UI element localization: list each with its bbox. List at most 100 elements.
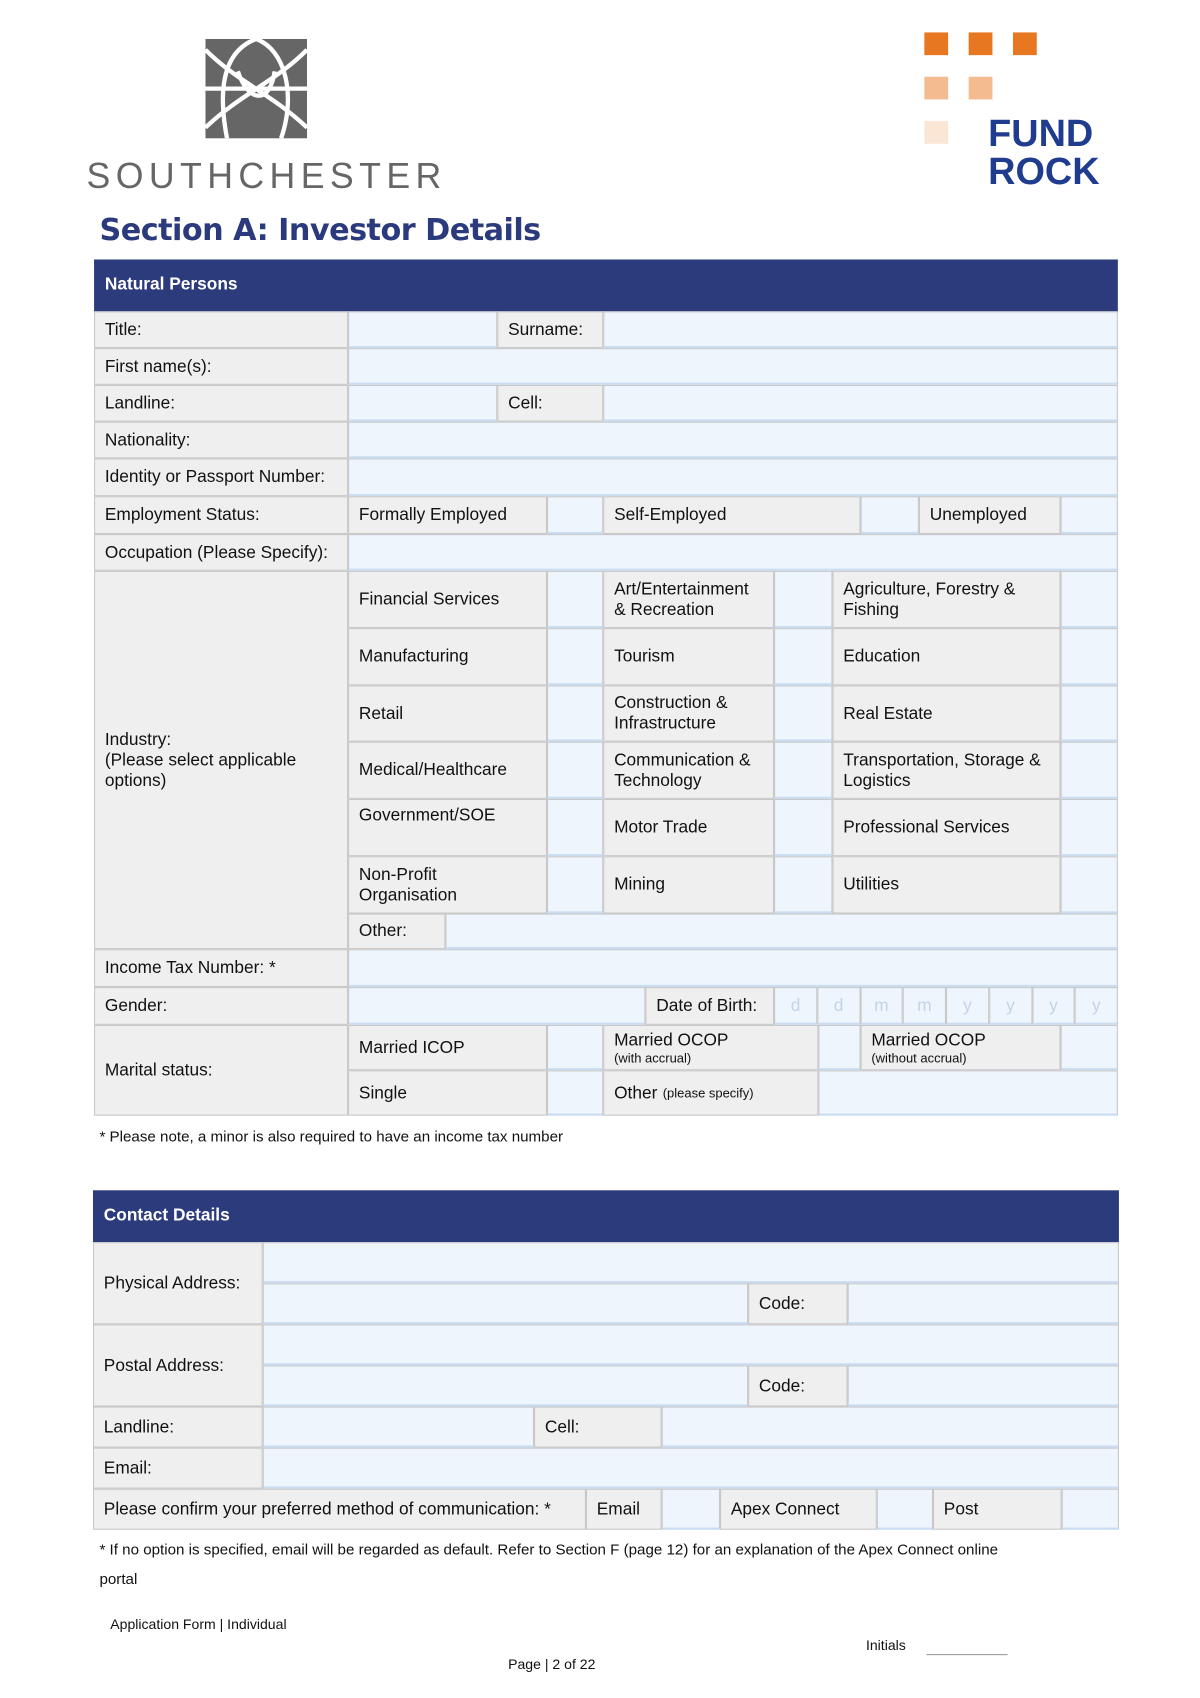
employment-checkbox[interactable] (860, 496, 919, 535)
industry-checkbox[interactable] (774, 798, 833, 857)
industry-checkbox[interactable] (547, 570, 604, 629)
employment-checkbox[interactable] (1060, 496, 1118, 535)
dob-digit-text: d (833, 996, 844, 1015)
married-ocop-with-checkbox[interactable] (818, 1024, 861, 1071)
employment-label: Employment Status: (94, 496, 349, 535)
id-field[interactable] (348, 458, 1118, 497)
contact-landline-field[interactable] (262, 1406, 535, 1448)
gender-field[interactable] (348, 987, 646, 1025)
industry-option-label-text: Utilities (843, 875, 900, 895)
industry-other-label-text: Other: (358, 922, 408, 941)
occupation-label: Occupation (Please Specify): (94, 534, 349, 571)
postal-address-line1[interactable] (262, 1324, 1119, 1366)
contact-details-header-text: Contact Details (103, 1206, 230, 1225)
cell-field[interactable] (603, 384, 1118, 422)
physical-address-line2[interactable] (262, 1283, 749, 1325)
industry-checkbox[interactable] (547, 628, 604, 686)
industry-option-label-text: Communication & Technology (614, 750, 751, 790)
postal-code-field[interactable] (847, 1365, 1119, 1407)
industry-option-label: Government/SOE (348, 798, 548, 857)
industry-option-label-text: Real Estate (843, 704, 933, 723)
fundrock-square (924, 32, 949, 56)
landline-field[interactable] (348, 384, 498, 422)
industry-checkbox[interactable] (1060, 685, 1118, 742)
title-field[interactable] (348, 311, 498, 349)
dob-digit-text: y (1092, 996, 1101, 1015)
industry-checkbox[interactable] (774, 628, 833, 686)
fundrock-square (968, 32, 993, 56)
marital-other-field[interactable] (818, 1070, 1118, 1116)
contact-cell-label: Cell: (534, 1406, 662, 1448)
first-names-field[interactable] (348, 348, 1118, 385)
industry-option-label: Tourism (603, 628, 775, 686)
industry-checkbox[interactable] (1060, 628, 1118, 686)
industry-checkbox[interactable] (547, 856, 604, 914)
industry-option-label-text: Non-Profit Organisation (358, 865, 458, 905)
industry-checkbox[interactable] (774, 570, 833, 629)
industry-option-label-text: Financial Services (358, 590, 500, 609)
dob-digit-field[interactable]: d (774, 987, 818, 1025)
industry-checkbox[interactable] (774, 856, 833, 914)
married-ocop-without-label: Married OCOP (without accrual) (860, 1024, 1061, 1071)
employment-option-label-text: Self-Employed (614, 505, 727, 525)
contact-details-header: Contact Details (92, 1190, 1119, 1243)
section-title: Section A: Investor Details (99, 211, 541, 248)
surname-label-text: Surname: (508, 320, 584, 339)
pref-apex-checkbox[interactable] (876, 1488, 933, 1530)
industry-checkbox[interactable] (1060, 856, 1118, 914)
industry-option-label: Construction & Infrastructure (603, 685, 775, 742)
contact-cell-field[interactable] (661, 1406, 1119, 1448)
dob-digit-field[interactable]: y (1031, 987, 1075, 1025)
industry-option-label-text: Professional Services (843, 818, 1010, 837)
initials-line[interactable] (926, 1654, 1008, 1656)
industry-checkbox[interactable] (774, 741, 833, 799)
physical-code-field[interactable] (847, 1283, 1119, 1325)
industry-other-label: Other: (348, 913, 446, 950)
contact-landline-label: Landline: (92, 1406, 263, 1448)
industry-checkbox[interactable] (547, 685, 604, 742)
single-checkbox[interactable] (547, 1070, 604, 1116)
surname-field[interactable] (603, 311, 1118, 349)
postal-address-line2[interactable] (262, 1365, 749, 1407)
industry-checkbox[interactable] (547, 798, 604, 857)
industry-checkbox[interactable] (1060, 798, 1118, 857)
physical-address-line1[interactable] (262, 1242, 1119, 1284)
pref-email-checkbox[interactable] (661, 1488, 721, 1530)
married-ocop-without-checkbox[interactable] (1060, 1024, 1118, 1071)
email-field[interactable] (262, 1447, 1119, 1489)
occupation-field[interactable] (348, 534, 1118, 571)
employment-checkbox[interactable] (547, 496, 604, 535)
nationality-field[interactable] (348, 421, 1118, 459)
postal-address-label-text: Postal Address: (103, 1356, 224, 1375)
fundrock-square (968, 76, 993, 100)
postal-code-label-text: Code: (758, 1376, 806, 1396)
industry-option-label-text: Government/SOE (358, 806, 496, 825)
nationality-label-text: Nationality: (104, 430, 191, 450)
dob-digit-field[interactable]: m (860, 987, 903, 1025)
occupation-label-text: Occupation (Please Specify): (104, 543, 328, 562)
employment-option-label: Formally Employed (348, 496, 548, 535)
dob-digit-field[interactable]: y (1074, 987, 1118, 1025)
industry-other-field[interactable] (445, 913, 1118, 950)
gender-label: Gender: (94, 987, 349, 1025)
dob-digit-field[interactable]: y (988, 987, 1032, 1025)
communication-note: * If no option is specified, email will … (99, 1540, 999, 1558)
pref-post-checkbox[interactable] (1061, 1488, 1119, 1530)
industry-checkbox[interactable] (547, 741, 604, 799)
dob-digit-field[interactable]: d (817, 987, 861, 1025)
preferred-communication-label-text: Please confirm your preferred method of … (103, 1500, 551, 1519)
contact-landline-label-text: Landline: (103, 1417, 175, 1437)
pref-post-label: Post (932, 1488, 1062, 1530)
employment-option-label-text: Unemployed (929, 505, 1027, 525)
industry-checkbox[interactable] (1060, 741, 1118, 799)
dob-digit-field[interactable]: y (945, 987, 989, 1025)
id-label-text: Identity or Passport Number: (104, 468, 326, 487)
married-icop-checkbox[interactable] (547, 1024, 604, 1071)
industry-option-label-text: Tourism (614, 647, 675, 666)
dob-digit-field[interactable]: m (902, 987, 946, 1025)
industry-checkbox[interactable] (774, 685, 833, 742)
single-label-text: Single (358, 1083, 408, 1103)
income-tax-field[interactable] (348, 949, 1118, 988)
dob-digit-text: y (1049, 996, 1058, 1015)
industry-checkbox[interactable] (1060, 570, 1118, 629)
